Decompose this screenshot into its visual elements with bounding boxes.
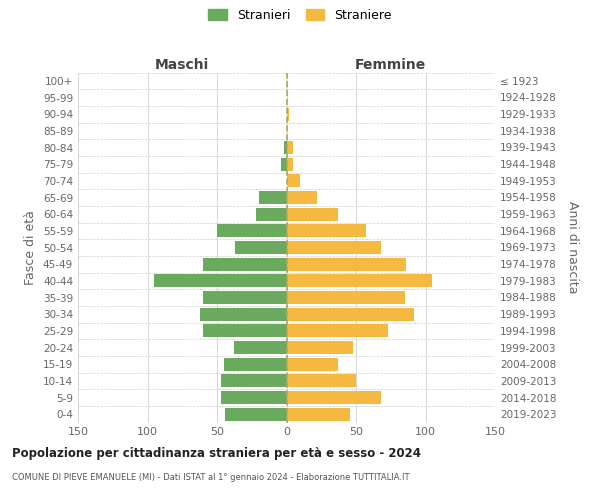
Bar <box>154 274 287 287</box>
Bar <box>221 374 287 388</box>
Bar <box>226 408 287 420</box>
Text: COMUNE DI PIEVE EMANUELE (MI) - Dati ISTAT al 1° gennaio 2024 - Elaborazione TUT: COMUNE DI PIEVE EMANUELE (MI) - Dati IST… <box>12 472 409 482</box>
Bar <box>287 324 388 338</box>
Bar <box>287 174 301 188</box>
Bar <box>284 141 287 154</box>
Bar <box>287 191 317 204</box>
Bar <box>287 341 353 354</box>
Bar <box>203 324 287 338</box>
Bar <box>287 208 338 220</box>
Y-axis label: Fasce di età: Fasce di età <box>25 210 37 285</box>
Bar <box>287 108 289 120</box>
Bar <box>281 158 287 170</box>
Bar <box>200 308 287 320</box>
Bar <box>287 241 381 254</box>
Bar <box>233 341 287 354</box>
Legend: Stranieri, Straniere: Stranieri, Straniere <box>208 8 392 22</box>
Bar <box>287 358 338 370</box>
Bar <box>287 391 381 404</box>
Bar <box>287 374 356 388</box>
Bar <box>287 141 293 154</box>
Bar <box>287 224 366 237</box>
Bar <box>203 258 287 270</box>
Text: Femmine: Femmine <box>355 58 427 71</box>
Bar <box>217 224 287 237</box>
Bar <box>287 274 433 287</box>
Bar <box>287 158 293 170</box>
Bar <box>259 191 287 204</box>
Bar <box>203 291 287 304</box>
Bar <box>221 391 287 404</box>
Text: Popolazione per cittadinanza straniera per età e sesso - 2024: Popolazione per cittadinanza straniera p… <box>12 448 421 460</box>
Bar <box>287 291 404 304</box>
Bar <box>287 258 406 270</box>
Bar <box>256 208 287 220</box>
Bar <box>224 358 287 370</box>
Y-axis label: Anni di nascita: Anni di nascita <box>566 201 579 294</box>
Bar <box>235 241 287 254</box>
Bar <box>287 408 350 420</box>
Text: Maschi: Maschi <box>155 58 209 71</box>
Bar <box>287 308 415 320</box>
